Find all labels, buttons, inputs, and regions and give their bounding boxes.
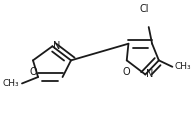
Text: N: N	[53, 41, 61, 51]
Text: O: O	[123, 67, 130, 77]
Text: CH₃: CH₃	[3, 79, 19, 88]
Text: Cl: Cl	[140, 4, 149, 14]
Text: CH₃: CH₃	[175, 62, 191, 71]
Text: N: N	[146, 69, 154, 80]
Text: O: O	[29, 67, 37, 77]
